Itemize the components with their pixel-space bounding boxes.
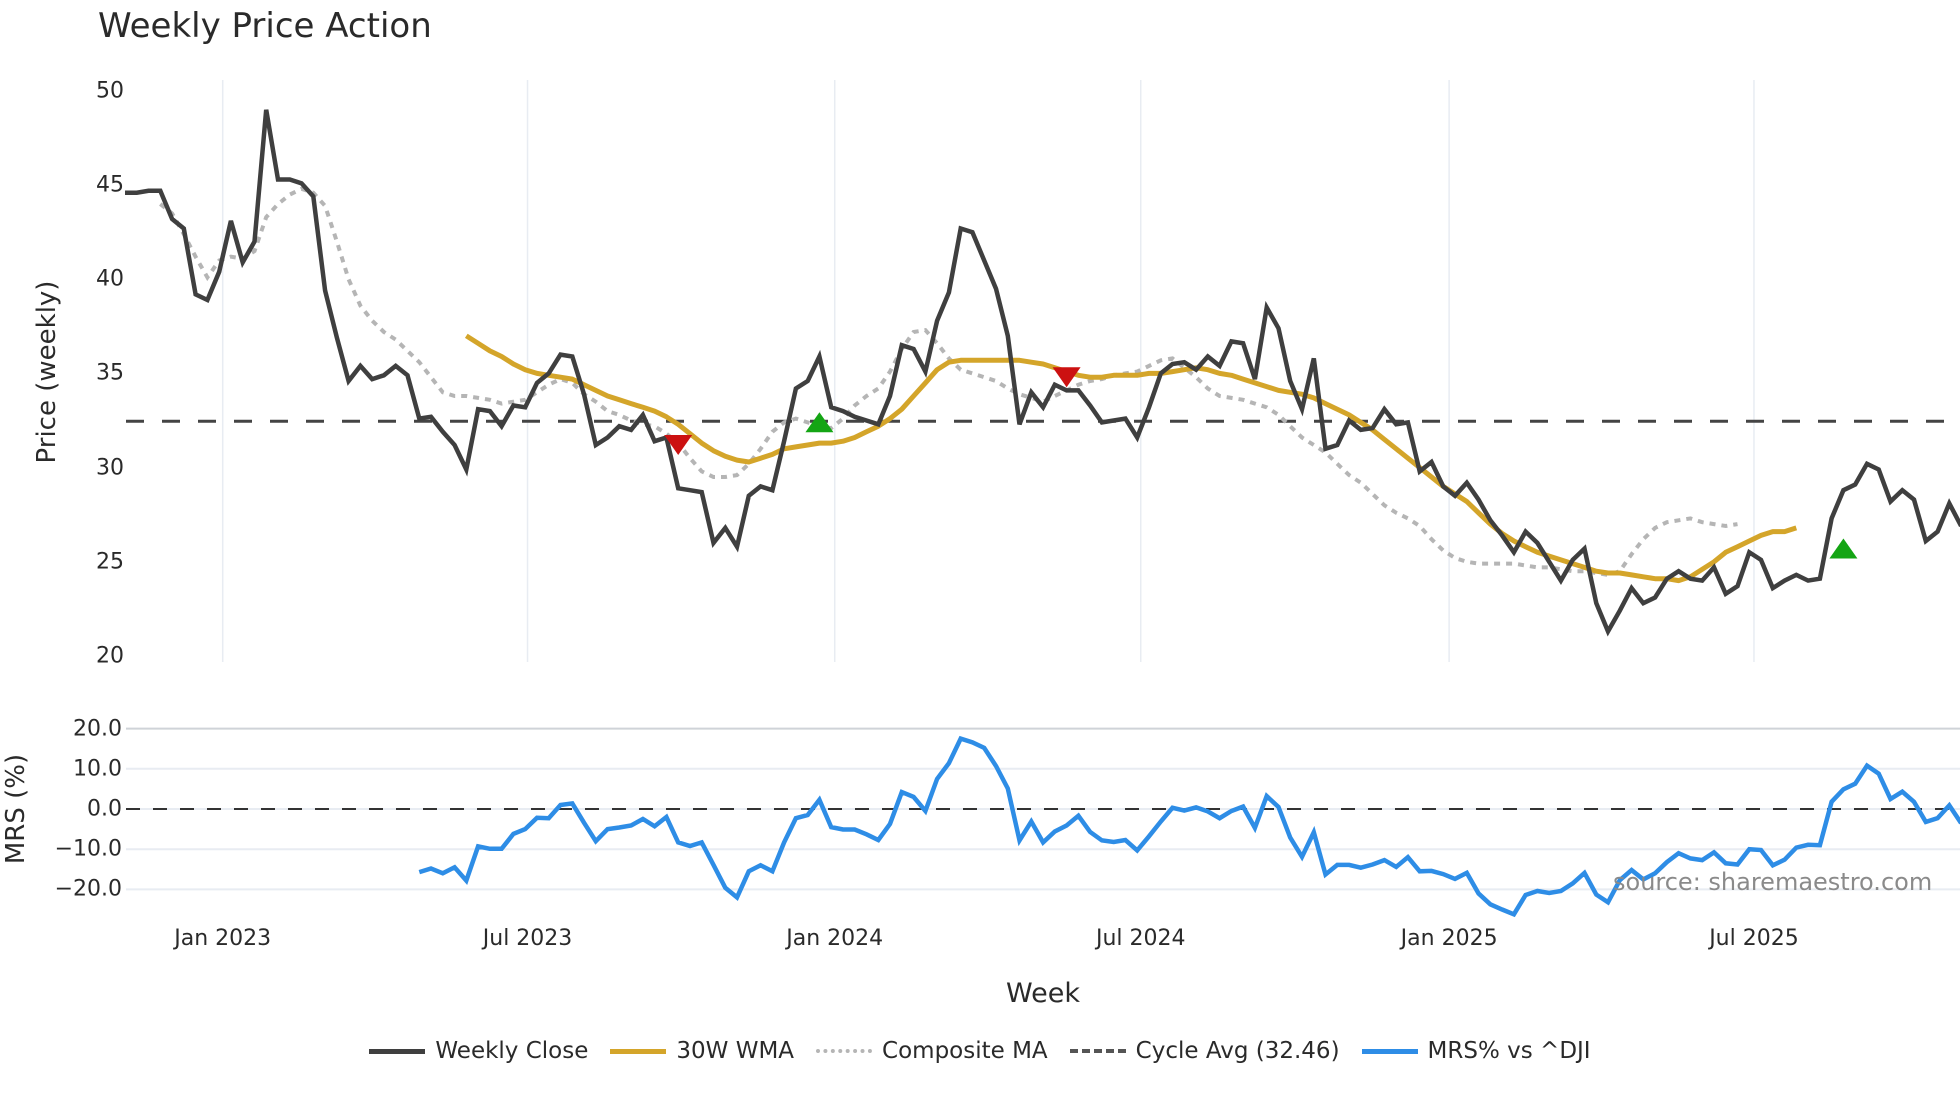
mrs-line <box>418 735 1960 918</box>
x-tick-label: Jan 2024 <box>786 926 884 951</box>
legend-swatch-icon <box>369 1048 426 1054</box>
price-tick-label: 35 <box>96 360 124 386</box>
x-tick-label: Jul 2023 <box>482 926 573 951</box>
sell-signal-triangle-icon <box>664 435 693 456</box>
price-gridlines <box>221 80 1755 662</box>
chart-title: Weekly Price Action <box>98 6 432 46</box>
x-tick-label: Jan 2023 <box>174 926 272 951</box>
mrs-tick-label: 0.0 <box>87 796 122 822</box>
price-panel <box>125 109 1960 637</box>
mrs-panel <box>126 735 1960 918</box>
buy-signal-triangle-icon <box>1829 538 1858 559</box>
legend-label: MRS% vs ^DJI <box>1427 1038 1591 1064</box>
price-tick-label: 30 <box>96 455 124 481</box>
price-tick-label: 50 <box>96 78 124 104</box>
legend-swatch-icon <box>610 1048 667 1054</box>
price-tick-label: 40 <box>96 266 124 292</box>
legend-label: Composite MA <box>882 1038 1048 1064</box>
mrs-tick-label: −20.0 <box>54 876 122 902</box>
mrs-axis-label: MRS (%) <box>1 753 31 865</box>
legend-swatch-icon <box>1361 1048 1418 1054</box>
legend-item-cycle-avg[interactable]: Cycle Avg (32.46) <box>1069 1038 1340 1064</box>
legend-item-composite-ma[interactable]: Composite MA <box>816 1038 1048 1064</box>
sell-signal-triangle-icon <box>1052 367 1081 388</box>
mrs-gridlines <box>126 727 1960 891</box>
source-watermark: source: sharemaestro.com <box>1613 868 1933 896</box>
x-tick-label: Jul 2024 <box>1095 926 1186 951</box>
wma-line <box>464 333 1798 584</box>
legend: Weekly Close 30W WMA Composite MA Cycle … <box>0 1038 1960 1064</box>
x-tick-label: Jul 2025 <box>1709 926 1799 951</box>
legend-item-mrs[interactable]: MRS% vs ^DJI <box>1361 1038 1591 1064</box>
legend-swatch-icon <box>816 1049 873 1053</box>
weekly-close-line <box>125 109 1960 637</box>
x-axis-label: Week <box>1006 978 1080 1009</box>
composite-ma-line <box>159 186 1738 577</box>
legend-label: Weekly Close <box>435 1038 589 1064</box>
price-tick-label: 45 <box>96 172 124 198</box>
legend-label: 30W WMA <box>676 1038 795 1064</box>
mrs-tick-label: −10.0 <box>54 836 122 862</box>
signal-markers <box>664 367 1858 559</box>
legend-item-weekly-close[interactable]: Weekly Close <box>369 1038 588 1064</box>
buy-signal-triangle-icon <box>805 412 834 433</box>
legend-label: Cycle Avg (32.46) <box>1135 1038 1340 1064</box>
mrs-tick-label: 10.0 <box>73 756 122 782</box>
legend-item-30w-wma[interactable]: 30W WMA <box>610 1038 794 1064</box>
legend-swatch-icon <box>1069 1049 1126 1053</box>
price-tick-label: 20 <box>96 643 124 669</box>
mrs-tick-label: 20.0 <box>73 716 122 742</box>
x-tick-label: Jan 2025 <box>1400 926 1498 951</box>
price-tick-label: 25 <box>96 549 124 575</box>
